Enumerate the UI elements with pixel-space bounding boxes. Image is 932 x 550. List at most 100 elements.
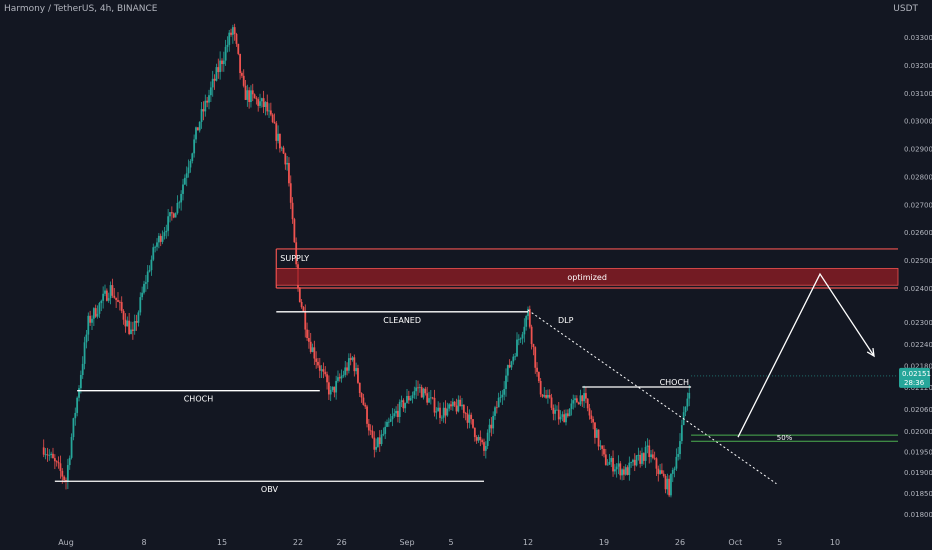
candle-body [457,399,460,412]
candle-body [74,412,77,419]
candle-body [326,374,328,383]
candle-body [508,365,511,368]
candle-body [510,361,513,368]
candle-body [92,308,95,319]
candle-body [126,320,129,327]
candle-body [475,437,478,441]
candle-body [644,446,647,461]
candle-body [433,397,436,413]
candle-body [324,371,327,375]
candle-body [624,467,627,475]
candle-body [559,416,562,420]
candle-body [246,90,249,100]
candle-body [519,338,522,340]
candle-body [269,110,272,115]
candle-body [128,320,131,334]
candle-body [286,162,289,165]
candle-body [642,453,645,461]
candle-body [167,216,170,231]
candle-body [550,397,553,408]
candle-body [337,377,339,381]
candle-body [664,476,667,490]
candle-body [651,454,654,458]
candle-body [72,418,75,438]
price-axis: 0.03300 0.03200 0.03100 0.03000 0.02900 0.028… [904,34,932,519]
currency-label: USDT [893,4,918,14]
candle-body [208,95,210,103]
time-tick-label: 15 [217,538,227,547]
candle-body [183,177,186,185]
candle-body [472,419,474,428]
candle-body [42,447,45,455]
candle-body [79,374,82,389]
candle-body [382,433,385,435]
candle-body [139,297,142,313]
candle-body [366,406,368,424]
candle-body [677,454,680,457]
candle-body [623,469,625,475]
candle-body [606,464,609,466]
candle-body [105,290,108,301]
candle-body [295,242,298,265]
time-tick-label: Sep [399,538,414,547]
candle-body [118,301,121,303]
candle-body [46,454,49,456]
candle-body [455,405,458,412]
candle-body [335,380,338,393]
candle-body [545,395,547,398]
candle-body [503,388,506,395]
candle-body [182,184,184,194]
candle-body [400,400,403,402]
candle-body [440,417,443,419]
candle-body [670,473,672,496]
candle-body [610,458,613,462]
candle-body [561,414,564,417]
price-tick-label: 0.02700 [904,201,932,209]
candle-body [435,411,438,413]
candle-body [340,375,343,379]
candle-body [635,455,638,466]
price-tick-label: 0.02900 [904,146,932,154]
candle-body [224,46,227,61]
candle-body [505,375,507,389]
candle-body [541,394,544,397]
candle-body [527,308,529,317]
candle-body [543,395,546,397]
candle-body [262,98,265,107]
candle-body [85,334,88,343]
candle-body [161,236,164,242]
candle-body [595,429,598,438]
candle-body [211,78,214,88]
candle-body [528,308,531,327]
candle-body [579,395,582,405]
candle-body [48,454,51,456]
candle-body [481,440,484,443]
candle-body [230,32,232,35]
candle-body [684,406,687,413]
candle-body [170,212,173,214]
candle-body [55,461,58,463]
candle-body [661,470,663,474]
candle-body [371,430,374,438]
candle-body [57,462,60,464]
candle-body [446,408,449,416]
candle-body [612,458,614,472]
projection-path [737,272,875,438]
candle-body [193,139,196,154]
price-tick-label: 0.01800 [904,511,932,519]
price-tick-label: 0.01850 [904,490,932,498]
candle-body [255,98,258,100]
candle-body [442,407,445,418]
candle-body [237,43,240,54]
candle-body [228,32,231,45]
candle-body [552,407,555,414]
candle-body [417,387,419,389]
price-tick-label: 0.02300 [904,319,932,327]
candle-body [402,400,405,409]
candle-body [148,270,151,272]
candle-body [104,290,106,294]
dlp-trendline [527,309,777,485]
optimized-zone-label: optimized [567,273,607,282]
